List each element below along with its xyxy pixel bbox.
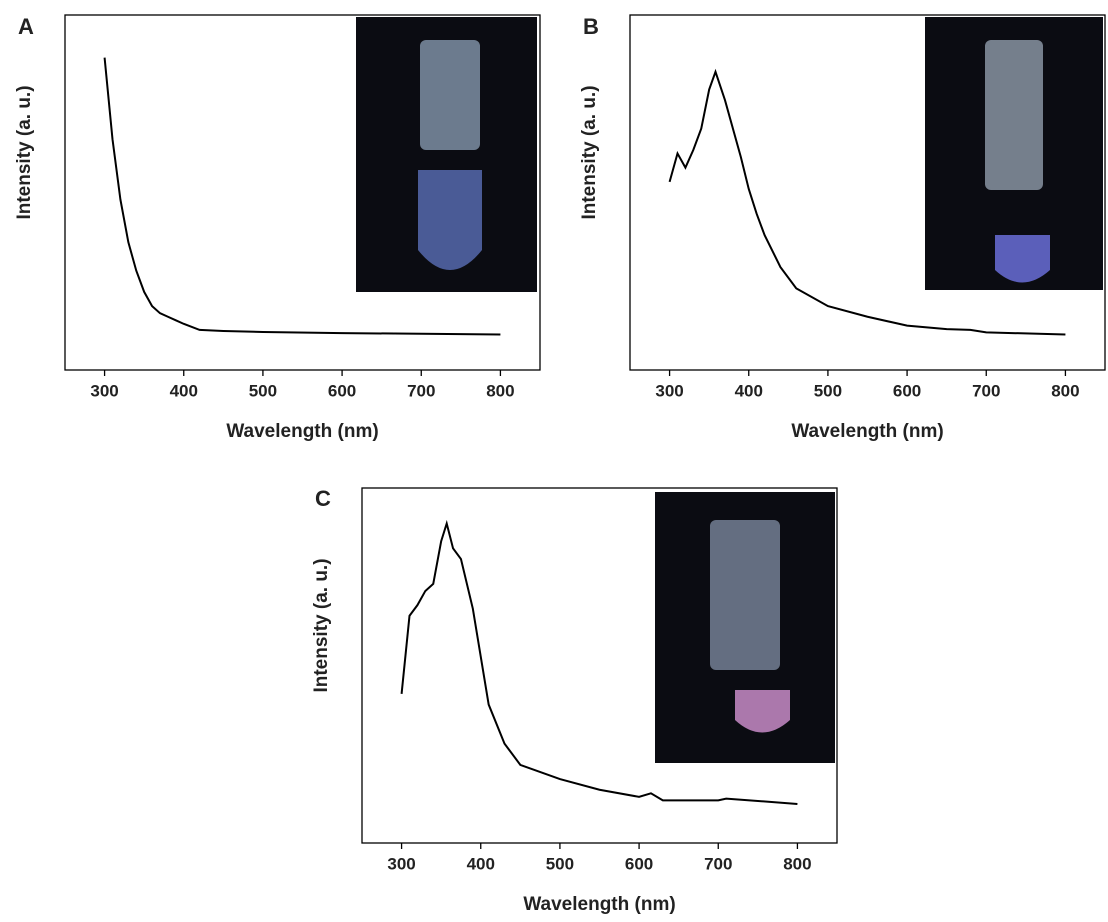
spectrum-line (103, 57, 501, 336)
x-axis-label: Wavelength (nm) (226, 421, 378, 442)
y-axis-label: Intensity (a. u.) (579, 85, 600, 219)
panel-label: C (315, 486, 331, 511)
inset-photo (356, 17, 537, 292)
y-axis-label: Intensity (a. u.) (14, 85, 35, 219)
x-tick-label: 800 (486, 381, 514, 400)
x-axis-label: Wavelength (nm) (523, 894, 675, 915)
x-tick-label: 500 (249, 381, 277, 400)
x-tick-label: 400 (467, 854, 495, 873)
x-tick-label: 400 (170, 381, 198, 400)
plot-frame (64, 14, 541, 371)
x-tick-label: 500 (814, 381, 842, 400)
inset-photo (655, 492, 835, 763)
inset-photo (925, 17, 1103, 290)
x-tick-label: 700 (407, 381, 435, 400)
x-axis-label: Wavelength (nm) (791, 421, 943, 442)
x-tick-label: 800 (783, 854, 811, 873)
x-tick-label: 600 (625, 854, 653, 873)
x-tick-label: 600 (893, 381, 921, 400)
x-tick-label: 500 (546, 854, 574, 873)
x-tick-label: 600 (328, 381, 356, 400)
x-tick-label: 400 (735, 381, 763, 400)
x-tick-label: 800 (1051, 381, 1079, 400)
x-tick-label: 300 (655, 381, 683, 400)
panel-label: B (583, 14, 599, 39)
x-tick-label: 300 (90, 381, 118, 400)
x-tick-label: 700 (972, 381, 1000, 400)
spectrum-line (668, 68, 1066, 336)
x-tick-label: 700 (704, 854, 732, 873)
panel-label: A (18, 14, 34, 39)
plot-frame (361, 487, 838, 844)
plot-frame (629, 14, 1106, 371)
y-axis-label: Intensity (a. u.) (311, 558, 332, 692)
x-tick-label: 300 (387, 854, 415, 873)
spectrum-line (400, 519, 798, 805)
